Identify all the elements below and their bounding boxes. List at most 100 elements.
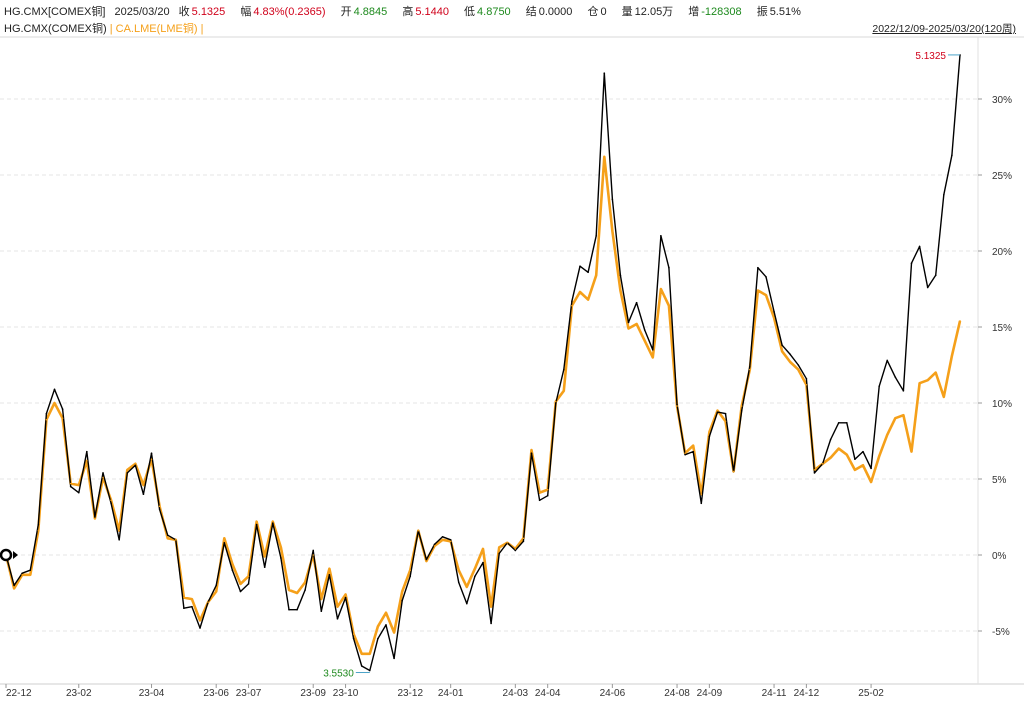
legend-sep-1: | bbox=[106, 23, 116, 35]
data-point-hg-cmx bbox=[498, 552, 500, 555]
data-point-hg-cmx bbox=[797, 364, 800, 366]
high-value: 5.1440 bbox=[415, 6, 449, 18]
data-point-hg-cmx bbox=[854, 458, 856, 461]
data-point-ca-lme bbox=[466, 586, 468, 588]
data-point-ca-lme bbox=[603, 155, 606, 158]
close-label: 收 bbox=[178, 6, 190, 18]
quote-date: 2025/03/20 bbox=[114, 6, 170, 18]
data-point-ca-lme bbox=[231, 563, 234, 565]
data-point-ca-lme bbox=[846, 453, 848, 456]
data-point-ca-lme bbox=[126, 469, 129, 471]
start-marker-icon[interactable] bbox=[0, 548, 18, 562]
data-point-hg-cmx bbox=[69, 485, 72, 488]
data-point-hg-cmx bbox=[271, 522, 274, 524]
data-point-ca-lme bbox=[118, 529, 120, 532]
legend-main-series[interactable]: HG.CMX(COMEX铜) bbox=[4, 23, 107, 35]
data-point-ca-lme bbox=[951, 355, 953, 357]
data-point-hg-cmx bbox=[296, 608, 298, 611]
x-axis: 22-12 23-02 23-04 23-06 23-07 23-09 23-10 23-12… bbox=[5, 684, 884, 699]
data-point-ca-lme bbox=[668, 304, 670, 307]
x-tick-label: 23-06 bbox=[203, 688, 229, 699]
data-point-hg-cmx bbox=[352, 637, 355, 640]
data-point-hg-cmx bbox=[13, 584, 15, 587]
data-point-hg-cmx bbox=[369, 669, 371, 672]
low-label: 低 bbox=[464, 6, 476, 18]
data-point-hg-cmx bbox=[870, 467, 872, 470]
settle-label: 结 bbox=[525, 6, 537, 18]
data-point-hg-cmx bbox=[94, 516, 96, 518]
data-point-ca-lme bbox=[21, 573, 23, 576]
data-point-hg-cmx bbox=[126, 472, 129, 474]
data-point-hg-cmx bbox=[660, 235, 662, 237]
data-point-ca-lme bbox=[943, 396, 945, 398]
data-point-ca-lme bbox=[522, 537, 525, 540]
open-label: 开 bbox=[340, 6, 352, 18]
data-point-ca-lme bbox=[563, 390, 565, 392]
data-point-ca-lme bbox=[684, 452, 686, 454]
amplitude-label: 振 bbox=[756, 6, 768, 18]
data-point-ca-lme bbox=[910, 450, 913, 453]
data-point-ca-lme bbox=[490, 605, 492, 608]
data-point-hg-cmx bbox=[191, 605, 193, 608]
data-point-hg-cmx bbox=[563, 368, 565, 371]
data-point-hg-cmx bbox=[716, 411, 719, 413]
data-point-hg-cmx bbox=[886, 359, 889, 362]
data-point-ca-lme bbox=[740, 405, 743, 407]
data-point-hg-cmx bbox=[910, 262, 913, 264]
data-point-hg-cmx bbox=[878, 385, 880, 388]
data-point-hg-cmx bbox=[902, 390, 905, 392]
data-point-ca-lme bbox=[263, 555, 266, 558]
x-tick-label: 25-02 bbox=[858, 688, 884, 699]
data-point-hg-cmx bbox=[77, 491, 80, 494]
data-point-hg-cmx bbox=[433, 543, 436, 546]
data-point-hg-cmx bbox=[951, 154, 953, 157]
data-point-hg-cmx bbox=[611, 198, 614, 201]
low-value: 4.8750 bbox=[477, 6, 511, 18]
y-tick-label: 25% bbox=[992, 171, 1012, 182]
data-point-ca-lme bbox=[239, 583, 242, 585]
data-point-hg-cmx bbox=[708, 435, 711, 438]
increase-label: 增 bbox=[688, 6, 700, 18]
data-point-ca-lme bbox=[611, 230, 614, 233]
data-point-hg-cmx bbox=[53, 388, 56, 391]
data-point-ca-lme bbox=[320, 598, 323, 600]
settle-value: 0.0000 bbox=[538, 6, 573, 18]
data-point-hg-cmx bbox=[765, 276, 767, 278]
data-point-hg-cmx bbox=[482, 561, 484, 564]
legend-bar: HG.CMX(COMEX铜) | CA.LME(LME铜) | bbox=[4, 20, 204, 35]
data-point-hg-cmx bbox=[288, 608, 290, 611]
data-point-ca-lme bbox=[506, 542, 509, 544]
data-point-hg-cmx bbox=[336, 618, 339, 620]
data-point-hg-cmx bbox=[684, 453, 686, 456]
data-point-ca-lme bbox=[765, 294, 767, 296]
data-point-hg-cmx bbox=[166, 534, 169, 537]
data-point-ca-lme bbox=[554, 400, 557, 403]
data-point-ca-lme bbox=[312, 554, 315, 556]
x-tick-label: 24-04 bbox=[535, 688, 561, 699]
data-point-ca-lme bbox=[223, 537, 226, 540]
data-point-hg-cmx bbox=[757, 266, 759, 269]
data-point-hg-cmx bbox=[676, 403, 678, 406]
data-point-ca-lme bbox=[425, 560, 428, 562]
data-point-ca-lme bbox=[61, 417, 64, 420]
legend-sep-2: | bbox=[197, 23, 204, 35]
y-tick-label: 0% bbox=[992, 551, 1007, 562]
change-value: 4.83%(0.2365) bbox=[253, 6, 326, 18]
data-point-hg-cmx bbox=[385, 624, 387, 626]
date-range-selector[interactable]: 2022/12/09-2025/03/20(120周) bbox=[872, 23, 1016, 35]
data-point-hg-cmx bbox=[943, 193, 945, 196]
data-point-hg-cmx bbox=[692, 450, 695, 453]
data-point-ca-lme bbox=[77, 484, 80, 486]
data-point-hg-cmx bbox=[643, 329, 646, 331]
data-point-ca-lme bbox=[255, 520, 258, 523]
legend-compare-series[interactable]: CA.LME(LME铜) bbox=[115, 23, 198, 35]
data-point-ca-lme bbox=[587, 298, 589, 301]
data-point-hg-cmx bbox=[587, 271, 589, 274]
data-point-ca-lme bbox=[829, 456, 832, 459]
data-point-hg-cmx bbox=[740, 409, 743, 412]
data-point-hg-cmx bbox=[619, 274, 622, 277]
data-point-hg-cmx bbox=[312, 549, 315, 552]
x-tick-label: 23-10 bbox=[333, 688, 359, 699]
data-point-hg-cmx bbox=[490, 622, 492, 625]
x-tick-label: 24-03 bbox=[503, 688, 529, 699]
